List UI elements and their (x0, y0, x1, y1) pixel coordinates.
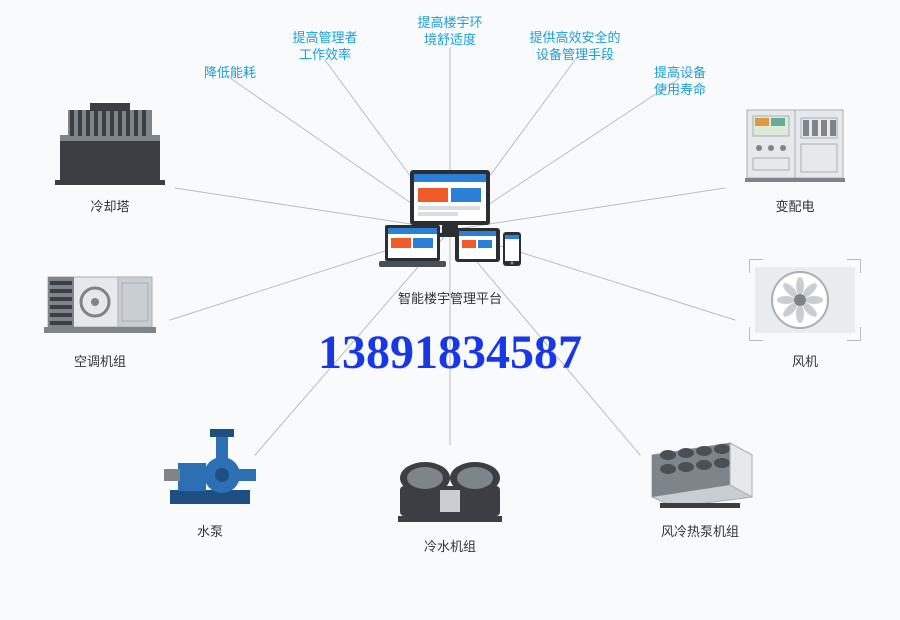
benefit-b5: 提高设备 使用寿命 (620, 65, 740, 99)
heatpump-icon (640, 425, 760, 515)
device-label-cooling-tower: 冷却塔 (90, 196, 129, 215)
pump-icon (150, 425, 270, 515)
device-label-air-heat-pump: 风冷热泵机组 (661, 521, 739, 540)
benefit-b1: 降低能耗 (170, 65, 290, 82)
device-chiller: 冷水机组 (375, 440, 525, 555)
benefit-b3: 提高楼宇环 境舒适度 (390, 15, 510, 49)
device-fan: 风机 (730, 255, 880, 370)
benefit-b2: 提高管理者 工作效率 (265, 30, 385, 64)
device-switchgear: 变配电 (720, 100, 870, 215)
device-label-fan: 风机 (792, 351, 818, 370)
device-cooling-tower: 冷却塔 (35, 100, 185, 215)
device-label-chiller: 冷水机组 (424, 536, 476, 555)
device-air-heat-pump: 风冷热泵机组 (625, 425, 775, 540)
ahu-icon (40, 255, 160, 345)
device-label-pump: 水泵 (197, 521, 223, 540)
devices-icon (375, 170, 525, 280)
chiller-icon (390, 440, 510, 530)
hub-platform: 智能楼宇管理平台 (375, 170, 525, 307)
switchgear-icon (735, 100, 855, 190)
device-label-ahu: 空调机组 (74, 351, 126, 370)
cooling-tower-icon (50, 100, 170, 190)
device-label-switchgear: 变配电 (775, 196, 814, 215)
device-ahu: 空调机组 (25, 255, 175, 370)
benefit-b4: 提供高效安全的 设备管理手段 (515, 30, 635, 64)
device-pump: 水泵 (135, 425, 285, 540)
fan-icon (745, 255, 865, 345)
hub-label: 智能楼宇管理平台 (398, 288, 502, 307)
